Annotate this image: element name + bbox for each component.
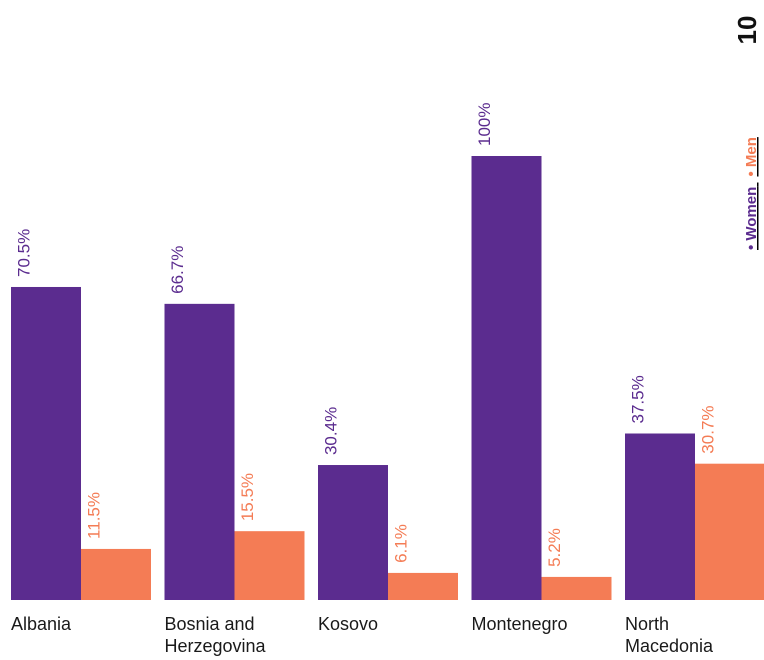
value-label-women-1: 66.7%	[168, 246, 187, 294]
svg-text:• Women • Men: • Women • Men	[743, 137, 760, 250]
legend-item-women[interactable]: • Women	[743, 187, 760, 250]
legend-item-men[interactable]: • Men	[743, 137, 760, 176]
value-label-men-1: 15.5%	[238, 473, 257, 521]
value-label-men-4: 30.7%	[698, 405, 717, 453]
chart-number: 10	[732, 16, 762, 45]
bar-women-4[interactable]	[625, 433, 695, 601]
category-label-0: Albania	[11, 614, 72, 634]
value-label-women-4: 37.5%	[628, 375, 647, 423]
bar-women-1[interactable]	[164, 303, 235, 600]
category-label-4: North Macedonia	[625, 614, 714, 656]
bar-women-3[interactable]	[471, 156, 542, 600]
value-labels-group: 70.5% 11.5% 66.7% 15.5% 30.4% 6.1% 100% 5.2% 37.…	[14, 103, 717, 567]
bar-men-0[interactable]	[81, 548, 151, 600]
value-label-women-0: 70.5%	[14, 229, 33, 277]
bar-women-2[interactable]	[318, 465, 388, 600]
value-label-men-2: 6.1%	[391, 524, 410, 563]
bars-group	[11, 156, 764, 600]
bar-men-3[interactable]	[541, 576, 612, 600]
category-label-2: Kosovo	[318, 614, 378, 634]
value-label-women-3: 100%	[475, 103, 494, 146]
value-label-women-2: 30.4%	[321, 407, 340, 455]
category-label-3: Montenegro	[472, 614, 568, 634]
legend: • Women • Men	[743, 137, 760, 250]
category-label-1: Bosnia and Herzegovina	[165, 614, 267, 656]
bar-women-0[interactable]	[11, 286, 81, 600]
category-labels-group: Albania Bosnia and Herzegovina Kosovo Monten…	[11, 614, 714, 656]
bar-men-4[interactable]	[695, 463, 764, 600]
bar-men-2[interactable]	[388, 572, 458, 600]
value-label-men-3: 5.2%	[545, 528, 564, 567]
bar-men-1[interactable]	[234, 531, 305, 600]
value-label-men-0: 11.5%	[84, 492, 103, 539]
